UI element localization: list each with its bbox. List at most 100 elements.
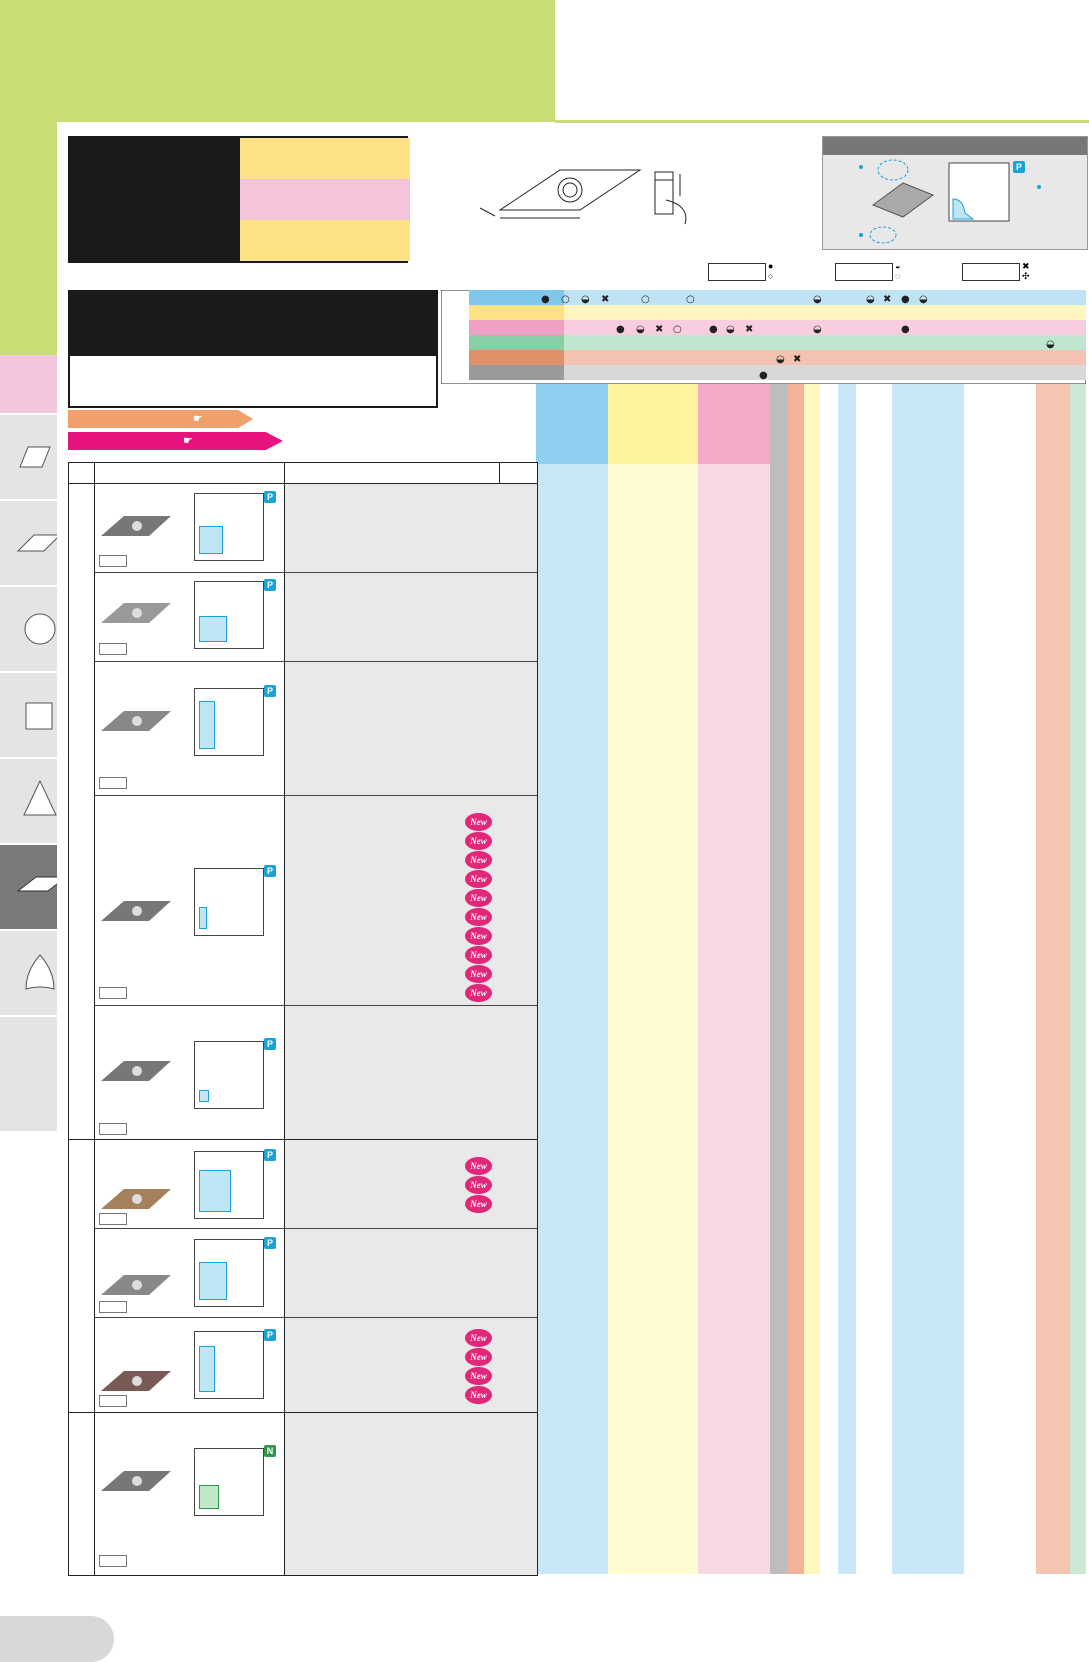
svg-text:○: ○ (641, 294, 650, 305)
insert-photo (101, 1189, 171, 1209)
row-divider (94, 572, 537, 573)
tab-parallelogram[interactable] (0, 415, 57, 501)
rhombus-35-icon (16, 876, 68, 892)
tab-top[interactable] (0, 355, 57, 415)
open-half-dot-icon: ◌ (895, 271, 901, 281)
new-badge: New (465, 832, 492, 850)
new-badge: New (465, 984, 492, 1002)
svg-text:◒: ◒ (866, 294, 875, 305)
schematic-figure (859, 159, 1041, 244)
svg-text:◒: ◒ (1046, 339, 1055, 350)
square-icon (25, 702, 53, 730)
insert-photo (101, 1275, 171, 1295)
col-white-3 (964, 384, 1036, 1574)
svg-text:●: ● (901, 294, 910, 305)
product-table: P P P P P P P P N Ne (68, 462, 538, 1576)
new-badge: New (465, 1367, 492, 1385)
chipbreaker-chart (194, 868, 264, 936)
grade-columns (536, 384, 1086, 1574)
svg-text:○: ○ (673, 324, 682, 335)
col-divider-3 (499, 463, 500, 483)
link-pill-orange[interactable]: ☛ (68, 410, 253, 428)
info-box-body (70, 356, 436, 406)
key-box-3 (962, 263, 1020, 281)
chipbreaker-chart (194, 1239, 264, 1307)
filled-dot-icon: ● (768, 261, 774, 271)
col-yellow-2 (804, 384, 820, 1574)
svg-text:◒: ◒ (636, 324, 645, 335)
table-row (285, 1318, 537, 1412)
svg-text:●: ● (759, 370, 768, 381)
legend-swatch-yellow-2 (238, 220, 410, 261)
schematic-panel: P (822, 136, 1088, 250)
grade-tag: P (264, 685, 276, 697)
insert-photo (101, 1471, 171, 1491)
table-row (285, 1413, 537, 1575)
col-white-2 (856, 384, 892, 1574)
new-badge: New (465, 1329, 492, 1347)
tab-square[interactable] (0, 673, 57, 759)
svg-text:●: ● (616, 324, 625, 335)
chipbreaker-chart (194, 1041, 264, 1109)
new-badge: New (465, 1195, 492, 1213)
col-head-pink (698, 384, 770, 464)
tab-rhombus[interactable] (0, 501, 62, 587)
chipbreaker-chart (194, 493, 264, 561)
circle-icon (24, 613, 56, 645)
chipbreaker-chart (194, 1151, 264, 1219)
svg-text:◒: ◒ (726, 324, 735, 335)
table-row (285, 1140, 537, 1228)
grade-tag: N (264, 1445, 276, 1457)
new-badge: New (465, 1386, 492, 1404)
table-row (285, 1229, 537, 1317)
code-box (99, 1395, 127, 1407)
new-badge: New (465, 851, 492, 869)
insert-diagram (480, 169, 687, 225)
svg-text:◒: ◒ (813, 294, 822, 305)
legend-swatch-yellow (238, 138, 410, 179)
col-gray (770, 384, 788, 1574)
svg-text:●: ● (709, 324, 718, 335)
table-row (285, 484, 537, 572)
insert-photo (101, 901, 171, 921)
open-cross-icon: ✣ (1022, 271, 1030, 281)
grade-tag: P (264, 1329, 276, 1341)
tab-triangle[interactable] (0, 759, 57, 845)
material-matrix: ● ○ ◒ ✖ ○ ○ ◒ ◒ ✖ ● ◒ ● ◒ ✖ ○ ● ◒ ✖ ◒ ● ◒ ◒ ✖ ● (441, 290, 1086, 384)
svg-text:○: ○ (686, 294, 695, 305)
table-row (285, 662, 537, 795)
pointing-hand-icon: ☛ (183, 435, 193, 447)
link-pill-magenta[interactable]: ☛ (68, 432, 283, 450)
rhombus-icon (16, 534, 62, 552)
new-badge: New (465, 813, 492, 831)
table-row (285, 796, 537, 1005)
code-box (99, 555, 127, 567)
row-divider (94, 1228, 537, 1229)
new-badge: New (465, 1176, 492, 1194)
tab-trigon[interactable] (0, 931, 57, 1017)
col-group-yellow (608, 384, 698, 1574)
code-box (99, 643, 127, 655)
tab-circle[interactable] (0, 587, 57, 673)
table-header (69, 463, 537, 484)
table-row (285, 573, 537, 661)
svg-text:●: ● (901, 324, 910, 335)
chipbreaker-chart (194, 1448, 264, 1516)
row-divider (94, 795, 537, 796)
svg-text:◒: ◒ (813, 324, 822, 335)
new-badge: New (465, 927, 492, 945)
new-badge: New (465, 946, 492, 964)
new-badge: New (465, 1157, 492, 1175)
half-dot-icon: ◒ (895, 261, 901, 271)
svg-text:○: ○ (561, 294, 570, 305)
svg-text:✖: ✖ (601, 294, 609, 305)
grade-tag: P (264, 1149, 276, 1161)
new-badge: New (465, 908, 492, 926)
page-number-tab (0, 1616, 114, 1662)
svg-text:✖: ✖ (883, 294, 891, 305)
tab-rhombus-35-active[interactable] (0, 845, 68, 931)
col-salmon (1036, 384, 1070, 1574)
col-blue-3 (892, 384, 928, 1574)
tab-blank (0, 1017, 57, 1133)
grade-tag: P (264, 491, 276, 503)
